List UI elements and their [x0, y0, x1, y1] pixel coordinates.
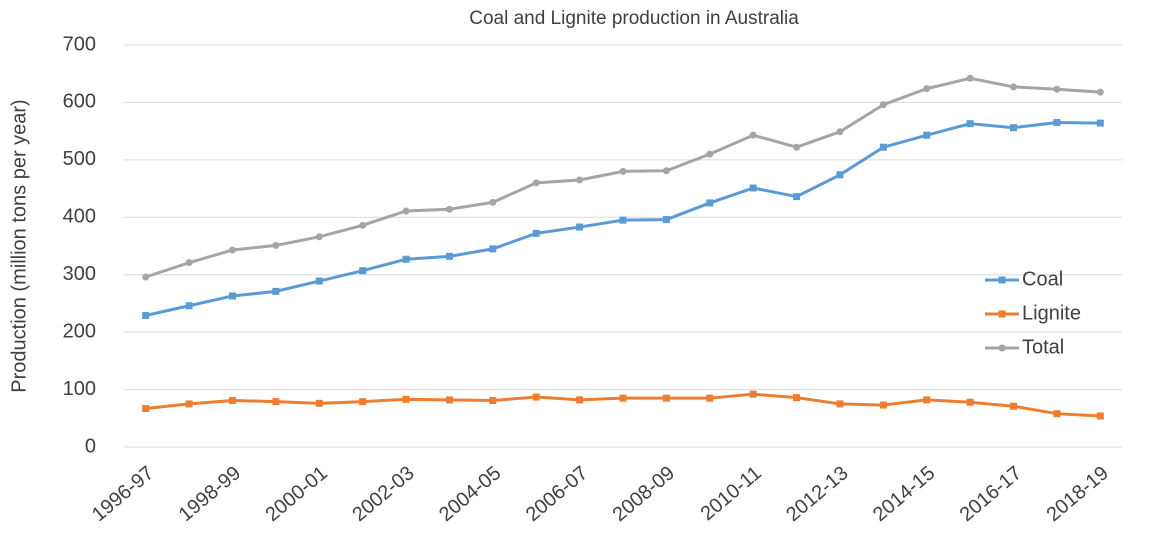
point: [662, 216, 670, 224]
point: [1053, 410, 1061, 418]
point: [836, 128, 844, 136]
point: [359, 398, 367, 406]
point: [359, 267, 367, 275]
point: [662, 394, 670, 402]
x-tick-label: 2016-17: [956, 462, 1026, 526]
point: [619, 216, 627, 224]
point: [576, 223, 584, 231]
x-tick-label: 2002-03: [348, 462, 418, 526]
legend-label: Coal: [1022, 268, 1063, 290]
point: [272, 398, 280, 406]
point: [142, 311, 150, 319]
point: [1010, 83, 1018, 91]
point: [489, 245, 497, 253]
point: [619, 167, 627, 175]
point: [532, 229, 540, 237]
point: [879, 401, 887, 409]
point: [228, 396, 236, 404]
x-tick-label: 2018-19: [1043, 462, 1113, 526]
point: [793, 143, 801, 151]
point: [445, 205, 453, 213]
point: [185, 259, 193, 267]
point: [402, 395, 410, 403]
point: [489, 198, 497, 206]
y-tick-label: 200: [63, 320, 96, 342]
series-line: [145, 76, 1101, 279]
legend-label: Lignite: [1022, 302, 1081, 324]
point: [793, 193, 801, 201]
point: [1053, 85, 1061, 93]
point: [142, 405, 150, 413]
point: [272, 241, 280, 249]
point: [228, 246, 236, 254]
point: [185, 400, 193, 408]
point: [1096, 88, 1104, 96]
y-tick-label: 300: [63, 263, 96, 285]
point: [836, 171, 844, 179]
point: [142, 273, 150, 281]
point: [706, 199, 714, 207]
x-tick-label: 2006-07: [522, 462, 592, 526]
point: [706, 150, 714, 158]
x-tick-label: 2008-09: [609, 462, 679, 526]
point: [532, 179, 540, 187]
point: [359, 221, 367, 229]
y-tick-label: 0: [85, 435, 96, 457]
point: [998, 344, 1006, 352]
point: [315, 233, 323, 241]
y-tick-label: 100: [63, 378, 96, 400]
point: [966, 398, 974, 406]
point: [576, 176, 584, 184]
y-axis-label: Production (million tons per year): [8, 99, 30, 392]
point: [315, 399, 323, 407]
point: [998, 276, 1006, 284]
point: [836, 400, 844, 408]
y-tick-label: 500: [63, 148, 96, 170]
point: [315, 277, 323, 285]
chart-title: Coal and Lignite production in Australia: [469, 8, 799, 29]
x-tick-label: 1996-97: [88, 462, 158, 526]
x-tick-label: 2012-13: [782, 462, 852, 526]
point: [749, 390, 757, 398]
point: [402, 255, 410, 263]
point: [1053, 119, 1061, 127]
point: [1096, 119, 1104, 127]
point: [923, 85, 931, 93]
point: [966, 74, 974, 82]
point: [1010, 124, 1018, 132]
legend-label: Total: [1022, 336, 1064, 358]
point: [706, 394, 714, 402]
point: [185, 302, 193, 310]
x-tick-label: 2014-15: [869, 462, 939, 526]
point: [445, 396, 453, 404]
point: [966, 120, 974, 128]
point: [879, 143, 887, 151]
point: [879, 101, 887, 109]
point: [532, 393, 540, 401]
point: [923, 131, 931, 139]
point: [402, 207, 410, 215]
y-tick-label: 700: [63, 33, 96, 55]
point: [749, 184, 757, 192]
point: [923, 396, 931, 404]
y-tick-label: 600: [63, 91, 96, 113]
y-tick-label: 400: [63, 206, 96, 228]
point: [998, 310, 1006, 318]
point: [228, 292, 236, 300]
point: [272, 287, 280, 295]
x-tick-label: 2000-01: [261, 462, 331, 526]
point: [749, 131, 757, 139]
x-tick-label: 1998-99: [175, 462, 245, 526]
point: [445, 252, 453, 260]
point: [576, 396, 584, 404]
point: [793, 394, 801, 402]
point: [1096, 412, 1104, 420]
point: [662, 167, 670, 175]
point: [489, 396, 497, 404]
x-tick-label: 2010-11: [697, 462, 766, 525]
point: [619, 394, 627, 402]
x-tick-label: 2004-05: [435, 462, 505, 526]
point: [1010, 402, 1018, 410]
